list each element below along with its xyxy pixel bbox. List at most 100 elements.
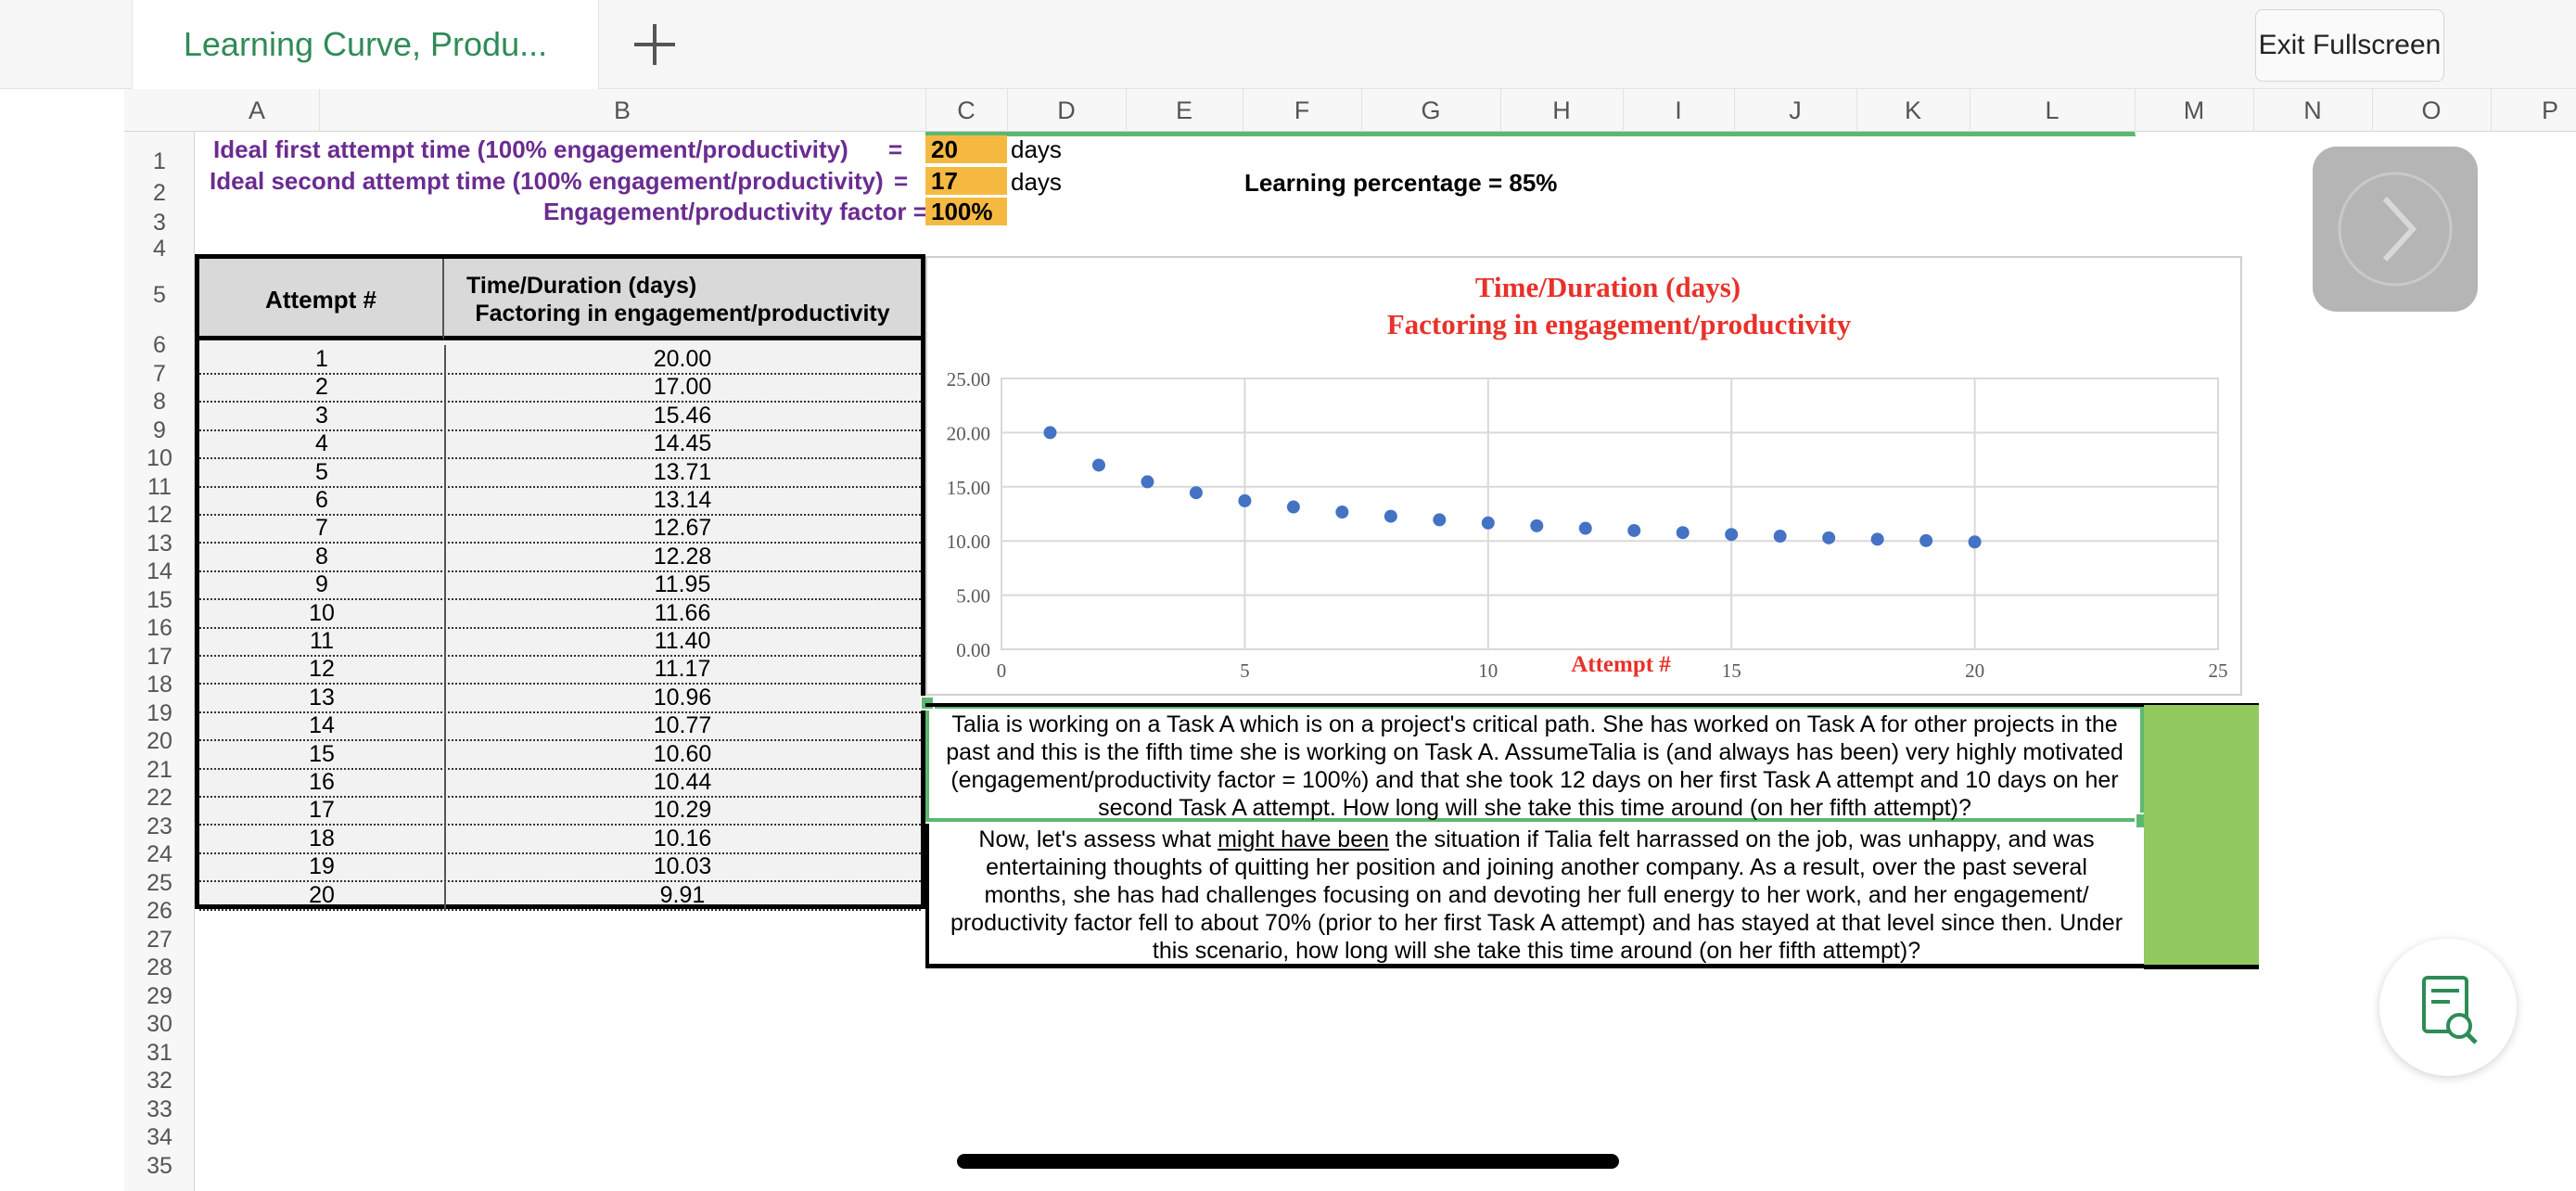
header-attempt[interactable]: Attempt # <box>199 259 444 340</box>
table-cell-attempt[interactable]: 4 <box>199 429 446 460</box>
column-header-d[interactable]: D <box>1007 89 1127 136</box>
table-cell-time[interactable]: 10.96 <box>444 684 921 713</box>
exit-fullscreen-button[interactable]: Exit Fullscreen <box>2255 9 2444 82</box>
question2-cell[interactable]: Now, let's assess what might have been t… <box>925 824 2144 968</box>
table-cell-time[interactable]: 15.46 <box>444 402 921 431</box>
row-header-2[interactable]: 2 <box>153 180 166 206</box>
row-header-11[interactable]: 11 <box>147 473 172 500</box>
table-cell-attempt[interactable]: 8 <box>199 542 446 572</box>
row-header-24[interactable]: 24 <box>147 841 172 867</box>
row-header-20[interactable]: 20 <box>147 728 172 754</box>
column-header-m[interactable]: M <box>2135 89 2254 132</box>
row-header-32[interactable]: 32 <box>147 1068 172 1094</box>
table-cell-time[interactable]: 11.17 <box>444 655 921 685</box>
table-cell-time[interactable]: 11.95 <box>444 570 921 601</box>
table-cell-attempt[interactable]: 1 <box>199 345 446 375</box>
table-cell-time[interactable]: 12.28 <box>444 543 921 572</box>
row-header-6[interactable]: 6 <box>153 332 166 358</box>
column-header-j[interactable]: J <box>1734 89 1857 136</box>
row-header-1[interactable]: 1 <box>153 148 166 174</box>
header-time[interactable]: Time/Duration (days) Factoring in engage… <box>444 259 921 340</box>
table-cell-time[interactable]: 10.16 <box>444 825 921 854</box>
table-cell-time[interactable]: 9.91 <box>444 881 921 911</box>
row-header-5[interactable]: 5 <box>153 282 166 308</box>
row-header-7[interactable]: 7 <box>153 360 166 387</box>
column-header-o[interactable]: O <box>2372 89 2492 132</box>
row-header-22[interactable]: 22 <box>147 785 172 811</box>
table-cell-attempt[interactable]: 5 <box>199 457 446 488</box>
learning-percentage-value[interactable]: 85% <box>1509 169 1558 197</box>
row-header-26[interactable]: 26 <box>147 898 172 924</box>
table-cell-attempt[interactable]: 14 <box>199 711 446 742</box>
column-header-h[interactable]: H <box>1500 89 1624 136</box>
row-header-17[interactable]: 17 <box>147 643 172 670</box>
table-cell-attempt[interactable]: 12 <box>199 655 446 685</box>
table-cell-time[interactable]: 10.77 <box>444 711 921 742</box>
row-header-28[interactable]: 28 <box>147 954 172 980</box>
add-tab-button[interactable] <box>627 17 682 72</box>
column-header-f[interactable]: F <box>1243 89 1362 136</box>
factor-input[interactable]: 100% <box>925 198 1007 225</box>
row-header-23[interactable]: 23 <box>147 813 172 839</box>
column-header-p[interactable]: P <box>2491 89 2576 132</box>
row-header-31[interactable]: 31 <box>147 1039 172 1066</box>
row-header-30[interactable]: 30 <box>147 1011 172 1037</box>
column-header-i[interactable]: I <box>1623 89 1735 136</box>
table-cell-time[interactable]: 10.29 <box>444 796 921 826</box>
table-cell-attempt[interactable]: 19 <box>199 852 446 883</box>
table-cell-time[interactable]: 17.00 <box>444 373 921 403</box>
column-header-a[interactable]: A <box>195 89 320 132</box>
column-header-c[interactable]: C <box>925 89 1008 136</box>
row-header-8[interactable]: 8 <box>153 389 166 415</box>
column-header-g[interactable]: G <box>1361 89 1501 136</box>
answer1-cell[interactable] <box>2144 705 2259 822</box>
row-header-18[interactable]: 18 <box>147 672 172 698</box>
table-cell-attempt[interactable]: 18 <box>199 824 446 854</box>
table-cell-time[interactable]: 13.71 <box>444 458 921 488</box>
first-attempt-input[interactable]: 20 <box>925 135 1007 163</box>
row-header-12[interactable]: 12 <box>147 502 172 528</box>
row-header-29[interactable]: 29 <box>147 982 172 1009</box>
table-cell-attempt[interactable]: 20 <box>199 880 446 911</box>
row-header-15[interactable]: 15 <box>147 586 172 613</box>
row-header-21[interactable]: 21 <box>147 756 172 783</box>
table-cell-attempt[interactable]: 11 <box>199 627 446 657</box>
column-header-b[interactable]: B <box>319 89 926 132</box>
table-cell-time[interactable]: 10.60 <box>444 740 921 770</box>
row-header-4[interactable]: 4 <box>153 236 166 262</box>
table-cell-attempt[interactable]: 6 <box>199 486 446 516</box>
row-header-9[interactable]: 9 <box>153 416 166 443</box>
table-cell-attempt[interactable]: 7 <box>199 514 446 544</box>
row-header-34[interactable]: 34 <box>147 1124 172 1150</box>
row-header-13[interactable]: 13 <box>147 530 172 557</box>
second-attempt-input[interactable]: 17 <box>925 167 1007 195</box>
table-cell-attempt[interactable]: 15 <box>199 739 446 770</box>
row-header-19[interactable]: 19 <box>147 699 172 726</box>
column-header-l[interactable]: L <box>1970 89 2136 136</box>
column-header-e[interactable]: E <box>1126 89 1243 136</box>
table-cell-attempt[interactable]: 2 <box>199 373 446 403</box>
row-header-33[interactable]: 33 <box>147 1095 172 1122</box>
table-cell-time[interactable]: 10.44 <box>444 768 921 798</box>
column-header-n[interactable]: N <box>2253 89 2373 132</box>
table-cell-time[interactable]: 20.00 <box>444 345 921 375</box>
table-cell-attempt[interactable]: 17 <box>199 796 446 826</box>
table-cell-attempt[interactable]: 3 <box>199 401 446 431</box>
table-cell-time[interactable]: 13.14 <box>444 486 921 516</box>
table-cell-time[interactable]: 12.67 <box>444 514 921 544</box>
table-cell-attempt[interactable]: 10 <box>199 598 446 629</box>
table-cell-time[interactable]: 10.03 <box>444 852 921 883</box>
row-header-25[interactable]: 25 <box>147 869 172 896</box>
question1-selected-cell[interactable]: Talia is working on a Task A which is on… <box>925 705 2144 822</box>
table-cell-time[interactable]: 11.40 <box>444 627 921 657</box>
row-header-3[interactable]: 3 <box>153 210 166 236</box>
find-button[interactable] <box>2379 939 2517 1076</box>
row-header-10[interactable]: 10 <box>147 445 172 471</box>
next-slide-button[interactable] <box>2313 147 2478 312</box>
table-cell-time[interactable]: 14.45 <box>444 429 921 460</box>
answer2-cell[interactable] <box>2144 822 2259 967</box>
table-cell-time[interactable]: 11.66 <box>444 599 921 629</box>
table-cell-attempt[interactable]: 13 <box>199 683 446 713</box>
column-header-k[interactable]: K <box>1856 89 1970 136</box>
row-header-27[interactable]: 27 <box>147 926 172 953</box>
